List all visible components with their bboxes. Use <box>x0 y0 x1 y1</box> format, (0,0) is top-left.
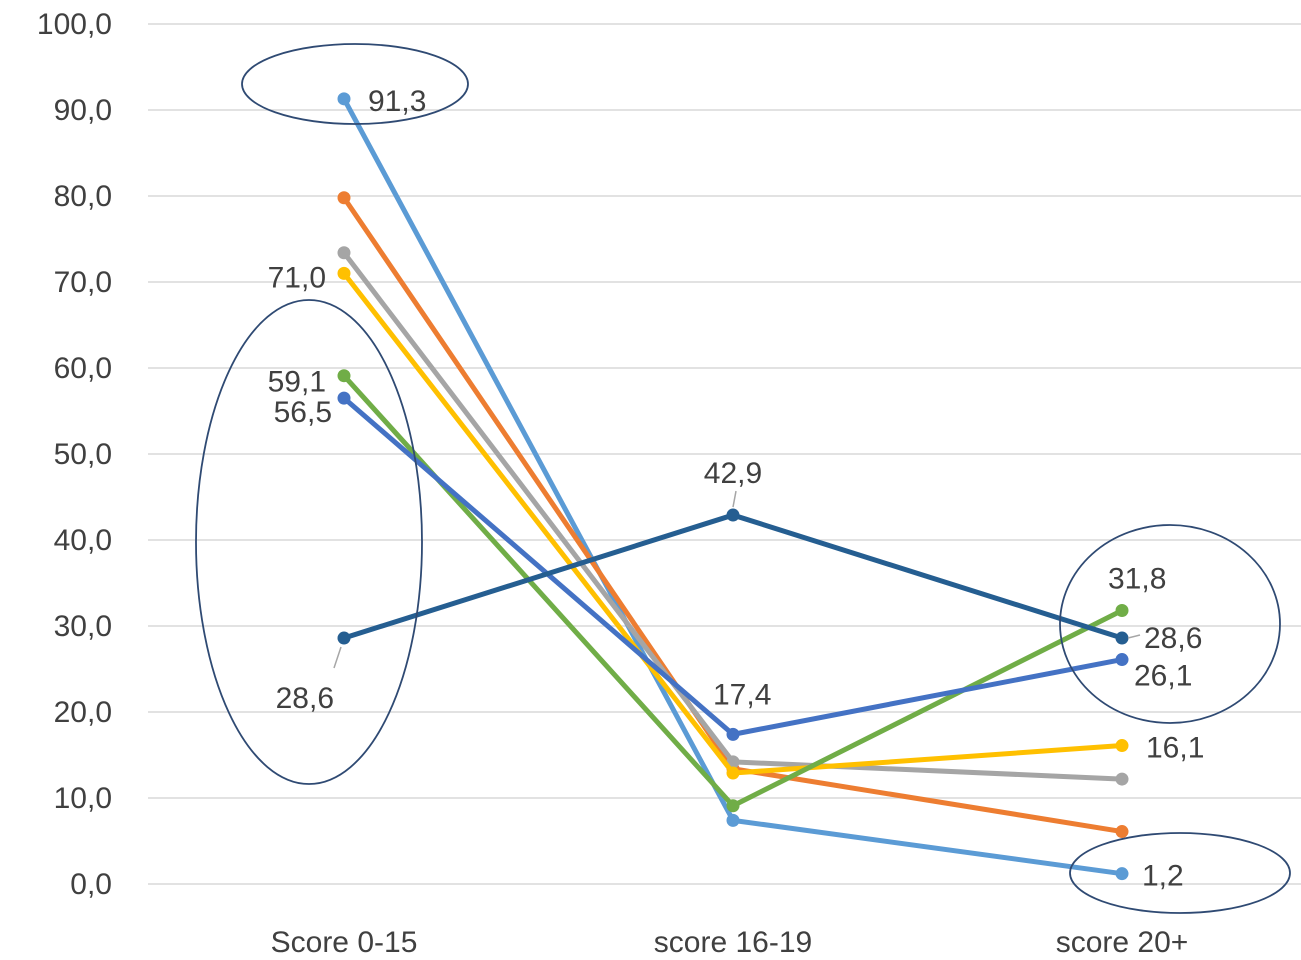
data-point <box>1115 772 1129 786</box>
data-point <box>337 246 351 260</box>
y-tick-label: 90,0 <box>54 94 112 127</box>
data-point <box>726 727 740 741</box>
gridlines <box>148 23 1301 885</box>
series-6 <box>337 391 1129 741</box>
leader-line <box>732 490 737 508</box>
x-category-label: Score 0-15 <box>271 926 418 959</box>
data-label: 16,1 <box>1146 732 1204 765</box>
data-point <box>1115 867 1129 881</box>
x-category-label: score 16-19 <box>654 926 812 959</box>
leader-lines <box>333 490 1141 669</box>
data-point <box>337 369 351 383</box>
series-5 <box>337 369 1129 813</box>
y-tick-label: 50,0 <box>54 438 112 471</box>
data-labels: 91,3 1,2 71,0 16,1 59,1 31,8 56,5 17,4 26,1 28,6 4… <box>268 85 1205 893</box>
series-7 <box>337 508 1129 645</box>
data-point <box>337 266 351 280</box>
data-point <box>1115 631 1129 645</box>
data-point <box>726 766 740 780</box>
data-label: 17,4 <box>713 678 771 711</box>
annotation-ellipse <box>195 299 423 785</box>
y-tick-label: 40,0 <box>54 524 112 557</box>
data-point <box>726 508 740 522</box>
data-label: 56,5 <box>274 396 332 429</box>
data-label: 71,0 <box>268 261 326 294</box>
data-point <box>337 92 351 106</box>
y-axis-tick-labels: 0,0 10,0 20,0 30,0 40,0 50,0 60,0 70,0 80,0 90,0 1… <box>37 8 112 901</box>
annotation-ellipse <box>241 43 469 125</box>
series-3 <box>337 246 1129 786</box>
data-point <box>337 631 351 645</box>
data-label: 31,8 <box>1108 563 1166 596</box>
series-4 <box>337 266 1129 780</box>
x-axis-category-labels: Score 0-15 score 16-19 score 20+ <box>271 926 1189 959</box>
annotation-ellipse <box>1069 832 1291 914</box>
y-tick-label: 0,0 <box>70 868 112 901</box>
y-tick-label: 30,0 <box>54 610 112 643</box>
annotation-ellipse <box>1059 524 1281 724</box>
y-tick-label: 100,0 <box>37 8 112 41</box>
series-1 <box>337 92 1129 881</box>
data-point <box>337 191 351 205</box>
leader-line <box>333 646 342 669</box>
data-point <box>726 799 740 813</box>
y-tick-label: 60,0 <box>54 352 112 385</box>
y-tick-label: 20,0 <box>54 696 112 729</box>
y-tick-label: 70,0 <box>54 266 112 299</box>
data-point <box>1115 739 1129 753</box>
data-label: 26,1 <box>1134 660 1192 693</box>
data-label: 28,6 <box>1144 622 1202 655</box>
data-point <box>1115 825 1129 839</box>
data-point <box>1115 604 1129 618</box>
data-label: 28,6 <box>276 682 334 715</box>
data-point <box>1115 653 1129 667</box>
data-label: 1,2 <box>1142 860 1184 893</box>
data-label: 42,9 <box>704 457 762 490</box>
x-category-label: score 20+ <box>1056 926 1189 959</box>
data-label: 91,3 <box>368 85 426 118</box>
data-point <box>337 391 351 405</box>
series-lines <box>337 92 1129 881</box>
y-tick-label: 80,0 <box>54 180 112 213</box>
series-line <box>341 373 1125 809</box>
data-label: 59,1 <box>268 366 326 399</box>
data-point <box>726 813 740 827</box>
y-tick-label: 10,0 <box>54 782 112 815</box>
series-line <box>341 512 1125 641</box>
annotation-ellipses <box>195 43 1291 914</box>
leader-line <box>1127 634 1141 639</box>
